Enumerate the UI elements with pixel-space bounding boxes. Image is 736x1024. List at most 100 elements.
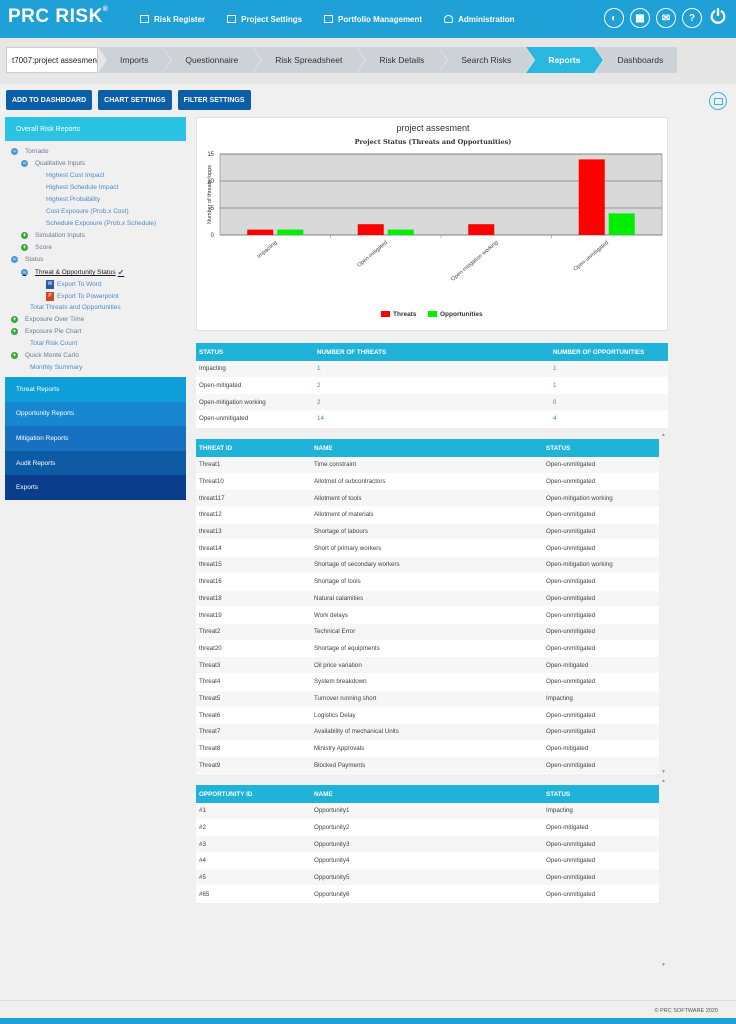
table-row[interactable]: threat18 Natural calamities Open-unmitigat… (196, 590, 659, 608)
table-row[interactable]: threat19 Work delays Open-unmitigated (196, 607, 659, 624)
breadcrumb-questionnaire[interactable]: Questionnaire (163, 47, 262, 73)
status-cell[interactable]: 2 (317, 398, 321, 406)
table-row[interactable]: #5 Opportunity5 Open-unmitigated (196, 869, 659, 887)
table-row[interactable]: #3 Opportunity3 Open-unmitigated (196, 836, 659, 854)
tree-item-threat-opp-status[interactable]: − Threat & Opportunity Status ✔ (21, 268, 125, 277)
table-view-icon[interactable] (709, 92, 727, 110)
breadcrumb-risk-details[interactable]: Risk Details (357, 47, 448, 73)
threat-header-cell[interactable]: NAME (314, 444, 333, 452)
tree-item-score[interactable]: + Score (21, 244, 52, 251)
help-icon[interactable]: ? (682, 8, 702, 28)
expand-icon[interactable]: + (11, 328, 18, 335)
export-word-link[interactable]: W Export To Word (46, 280, 102, 289)
status-cell[interactable]: 0 (553, 398, 557, 406)
status-cell[interactable]: 2 (317, 382, 321, 390)
tree-item-exposure-time[interactable]: + Exposure Over Time (11, 316, 85, 323)
table-row[interactable]: #2 Opportunity2 Open-mitigated (196, 819, 659, 837)
calendar-icon[interactable]: ▦ (630, 8, 650, 28)
tree-item-highest-probability[interactable]: Highest Probability (46, 196, 101, 203)
collapse-icon[interactable]: − (21, 160, 28, 167)
tree-item-total-risk[interactable]: Total Risk Count (30, 340, 78, 347)
chart-settings-button[interactable]: CHART SETTINGS (98, 90, 172, 110)
table-row[interactable]: threat12 Allotment of materials Open-unmit… (196, 507, 659, 524)
collapse-icon[interactable]: − (21, 269, 28, 276)
expand-icon[interactable]: + (11, 316, 18, 323)
table-row[interactable]: Threat7 Availability of mechanical Units O… (196, 724, 659, 741)
scroll-up-icon[interactable]: ▲ (661, 432, 666, 438)
table-row[interactable]: threat16 Shortage of tools Open-unmitigate… (196, 573, 659, 591)
table-row[interactable]: Open-mitigated 2 1 (196, 377, 668, 395)
collapse-icon[interactable]: − (11, 148, 18, 155)
table-row[interactable]: Threat1 Time constraint Open-unmitigated (196, 457, 659, 474)
topnav-risk-register[interactable]: Risk Register (140, 15, 205, 24)
expand-icon[interactable]: + (11, 352, 18, 359)
table-row[interactable]: threat13 Shortage of labours Open-unmitiga… (196, 523, 659, 541)
sidebar-section-opportunity-reports[interactable]: Opportunity Reports (5, 401, 186, 427)
sidebar-header-overall[interactable]: Overall Risk Reports (5, 117, 186, 141)
status-header-cell[interactable]: NUMBER OF THREATS (317, 348, 387, 356)
tree-item-highest-schedule[interactable]: Highest Schedule Impact (46, 184, 119, 191)
table-row[interactable]: #4 Opportunity4 Open-unmitigated (196, 853, 659, 870)
table-row[interactable]: Threat9 Blocked Payments Open-unmitigated (196, 757, 659, 775)
table-row[interactable]: Open-mitigation working 2 0 (196, 394, 668, 412)
breadcrumb-risk-spreadsheet[interactable]: Risk Spreadsheet (253, 47, 366, 73)
table-row[interactable]: threat15 Shortage of secondary workers Ope… (196, 557, 659, 574)
tree-item-monthly[interactable]: Monthly Summary (30, 364, 83, 371)
tree-item-status[interactable]: − Status (11, 256, 44, 263)
sidebar-section-threat-reports[interactable]: Threat Reports (5, 377, 186, 402)
table-row[interactable]: threat117 Allotment of tools Open-mitigati… (196, 490, 659, 508)
status-cell[interactable]: 14 (317, 415, 324, 423)
breadcrumb-reports[interactable]: Reports (526, 47, 604, 73)
table-row[interactable]: Threat3 Oil price variation Open-mitigated (196, 657, 659, 674)
status-cell[interactable]: 1 (317, 365, 321, 373)
scroll-down-icon[interactable]: ▼ (661, 962, 666, 968)
export-powerpoint-link[interactable]: P Export To Powerpoint (46, 292, 119, 301)
collapse-icon[interactable]: − (11, 256, 18, 263)
tree-item-exposure-pie[interactable]: + Exposure Pie Chart (11, 328, 82, 335)
status-header-cell[interactable]: STATUS (199, 348, 224, 356)
mail-icon[interactable]: ✉ (656, 8, 676, 28)
toggle-icon[interactable]: ◐ (604, 8, 624, 28)
tree-item-schedule-exposure[interactable]: Schedule Exposure (Prob.x Schedule) (46, 220, 157, 227)
status-cell[interactable]: 1 (553, 365, 557, 373)
tree-item-tornado[interactable]: − Tornado (11, 148, 49, 155)
status-cell[interactable]: 4 (553, 415, 557, 423)
expand-icon[interactable]: + (21, 244, 28, 251)
breadcrumb-dashboards[interactable]: Dashboards (595, 47, 678, 73)
status-cell[interactable]: 1 (553, 382, 557, 390)
add-to-dashboard-button[interactable]: ADD TO DASHBOARD (6, 90, 93, 110)
scroll-up-icon[interactable]: ▲ (661, 778, 666, 784)
topnav-portfolio-management[interactable]: Portfolio Management (324, 15, 422, 24)
filter-settings-button[interactable]: FILTER SETTINGS (177, 90, 251, 110)
project-selector[interactable]: t7007:project assesmen (6, 47, 98, 73)
status-header-cell[interactable]: NUMBER OF OPPORTUNITIES (553, 348, 645, 356)
topnav-project-settings[interactable]: Project Settings (227, 15, 302, 24)
tree-item-qualitative[interactable]: − Qualitative Inputs (21, 160, 86, 167)
tree-item-cost-exposure[interactable]: Cost Exposure (Prob.x Cost) (46, 208, 129, 215)
table-row[interactable]: #1 Opportunity1 Impacting (196, 803, 659, 820)
breadcrumb-imports[interactable]: Imports (98, 47, 172, 73)
tree-item-simulation[interactable]: + Simulation Inputs (21, 232, 85, 239)
sidebar-section-audit-reports[interactable]: Audit Reports (5, 450, 186, 476)
tree-item-total-threats-opps[interactable]: Total Threats and Opportunities (30, 304, 121, 311)
threat-header-cell[interactable]: THREAT ID (199, 444, 233, 452)
table-row[interactable]: Threat2 Technical Error Open-unmitigated (196, 623, 659, 641)
table-row[interactable]: Threat4 System breakdown Open-unmitigated (196, 673, 659, 691)
opportunity-header-cell[interactable]: STATUS (546, 790, 571, 798)
opportunity-header-cell[interactable]: NAME (314, 790, 333, 798)
tree-item-monte-carlo[interactable]: + Quick Monte Carlo (11, 352, 79, 359)
table-row[interactable]: Open-unmitigated 14 4 (196, 411, 668, 428)
breadcrumb-search-risks[interactable]: Search Risks (439, 47, 535, 73)
table-row[interactable]: threat20 Shortage of equipments Open-unmit… (196, 640, 659, 658)
topnav-administration[interactable]: Administration (444, 15, 515, 24)
sidebar-section-mitigation-reports[interactable]: Mitigation Reports (5, 426, 186, 451)
table-row[interactable]: threat14 Short of primary workers Open-unm… (196, 540, 659, 558)
logo[interactable]: PRC RISK® (8, 6, 109, 27)
threat-header-cell[interactable]: STATUS (546, 444, 571, 452)
table-row[interactable]: Threat8 Ministry Approvals Open-mitigated (196, 740, 659, 758)
table-row[interactable]: Threat5 Turnover running short Impacting (196, 690, 659, 708)
tree-item-highest-cost[interactable]: Highest Cost Impact (46, 172, 105, 179)
opportunity-header-cell[interactable]: OPPORTUNITY ID (199, 790, 253, 798)
expand-icon[interactable]: + (21, 232, 28, 239)
power-icon[interactable]: ⏻ (710, 7, 726, 28)
